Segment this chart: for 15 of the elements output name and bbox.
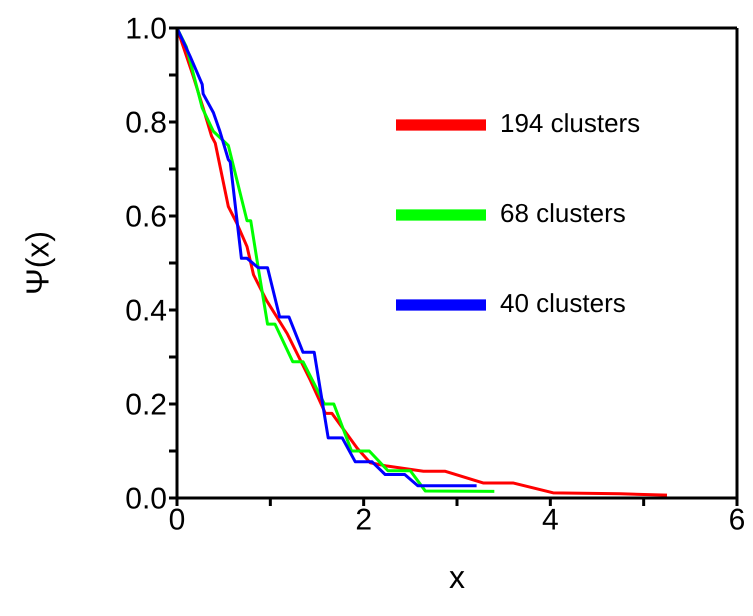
x-tick-label: 6: [728, 503, 746, 536]
y-tick-label: 0.2: [125, 388, 167, 422]
x-axis-title: x: [449, 559, 465, 595]
y-tick-label: 1.0: [125, 12, 167, 46]
y-axis-title: Ψ(x): [19, 230, 56, 296]
legend-label: 68 clusters: [500, 198, 626, 228]
x-tick-label: 4: [542, 503, 559, 536]
x-tick-label: 2: [355, 503, 372, 536]
y-tick-label: 0.0: [125, 482, 167, 516]
legend-label: 40 clusters: [500, 288, 626, 318]
y-tick-label: 0.6: [125, 200, 167, 234]
y-tick-label: 0.8: [125, 106, 167, 140]
y-tick-label: 0.4: [125, 294, 167, 328]
x-tick-label: 0: [168, 503, 186, 536]
legend-label: 194 clusters: [500, 108, 640, 138]
